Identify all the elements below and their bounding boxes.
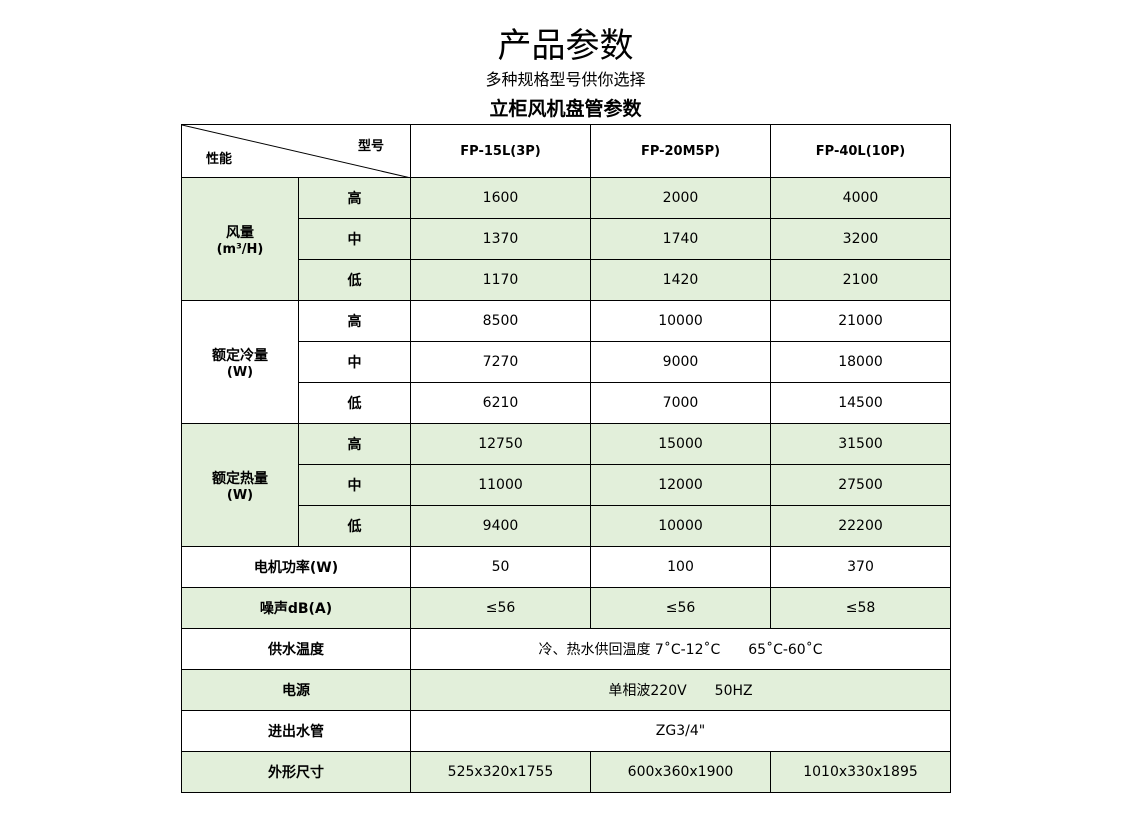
level-label: 中 bbox=[298, 341, 411, 383]
group-unit: (W) bbox=[226, 487, 254, 503]
noise-row: 噪声dB(A) ≤56 ≤56 ≤58 bbox=[181, 587, 951, 629]
table-cell: ≤56 bbox=[590, 587, 771, 629]
table-cell: 1600 bbox=[410, 177, 591, 219]
table-cell: 10000 bbox=[590, 505, 771, 547]
table-cell: 22200 bbox=[770, 505, 951, 547]
table-cell: 15000 bbox=[590, 423, 771, 465]
level-label: 中 bbox=[298, 464, 411, 506]
table-cell: 9000 bbox=[590, 341, 771, 383]
table-cell: 1420 bbox=[590, 259, 771, 301]
table-cell: 18000 bbox=[770, 341, 951, 383]
group-label: 风量 (m³/H) bbox=[181, 177, 299, 301]
table-cell: 10000 bbox=[590, 300, 771, 342]
row-label: 电机功率(W) bbox=[181, 546, 411, 588]
table-cell: ZG3/4" bbox=[410, 710, 951, 752]
group-name: 风量 bbox=[226, 224, 254, 241]
table-row: 低 6210 7000 14500 bbox=[182, 382, 951, 424]
model-header: FP-40L(10P) bbox=[770, 124, 951, 178]
row-label: 供水温度 bbox=[181, 628, 411, 670]
group-name: 额定热量 bbox=[212, 470, 268, 487]
group-label: 额定热量 (W) bbox=[181, 423, 299, 547]
model-header: FP-15L(3P) bbox=[410, 124, 591, 178]
table-cell: ≤58 bbox=[770, 587, 951, 629]
table-row: 额定冷量 (W) 高 8500 10000 21000 bbox=[181, 300, 951, 424]
table-row: 低 9400 10000 22200 bbox=[181, 505, 951, 547]
table-cell: 6210 bbox=[410, 382, 591, 424]
row-label: 电源 bbox=[181, 669, 411, 711]
table-cell: 31500 bbox=[770, 423, 951, 465]
level-label: 高 bbox=[298, 300, 411, 342]
diagonal-header-cell: 型号 性能 bbox=[181, 124, 411, 178]
table-row: 中 7270 9000 18000 bbox=[182, 341, 951, 383]
page-title: 产品参数 bbox=[497, 26, 634, 66]
level-label: 低 bbox=[298, 505, 411, 547]
table-row: 额定热量 (W) 高 12750 15000 31500 bbox=[181, 423, 951, 547]
table-cell: 11000 bbox=[410, 464, 591, 506]
table-cell: 3200 bbox=[770, 218, 951, 260]
table-cell: 7000 bbox=[590, 382, 771, 424]
table-cell: 1010x330x1895 bbox=[770, 751, 951, 793]
table-cell: 1170 bbox=[410, 259, 591, 301]
water-temp-row: 供水温度 冷、热水供回温度 7˚C-12˚C 65˚C-60˚C bbox=[181, 628, 951, 670]
table-title: 立柜风机盘管参数 bbox=[489, 98, 642, 120]
table-cell: 27500 bbox=[770, 464, 951, 506]
table-cell: 7270 bbox=[410, 341, 591, 383]
row-label: 进出水管 bbox=[181, 710, 411, 752]
table-cell: 1370 bbox=[410, 218, 591, 260]
header-row: 型号 性能 FP-15L(3P) FP-20M5P) FP-40L(10P) bbox=[181, 124, 951, 178]
table-cell: 21000 bbox=[770, 300, 951, 342]
model-header: FP-20M5P) bbox=[590, 124, 771, 178]
power-row: 电源 单相波220V 50HZ bbox=[181, 669, 951, 711]
table-cell: 8500 bbox=[410, 300, 591, 342]
pipe-row: 进出水管 ZG3/4" bbox=[181, 710, 951, 752]
performance-label: 性能 bbox=[206, 152, 233, 167]
table-cell: 100 bbox=[590, 546, 771, 588]
group-unit: (W) bbox=[226, 364, 254, 380]
table-cell: 50 bbox=[410, 546, 591, 588]
table-cell: 9400 bbox=[410, 505, 591, 547]
size-row: 外形尺寸 525x320x1755 600x360x1900 1010x330x… bbox=[181, 751, 951, 793]
table-cell: 12000 bbox=[590, 464, 771, 506]
spec-table: 型号 性能 FP-15L(3P) FP-20M5P) FP-40L(10P) 风… bbox=[181, 124, 951, 793]
level-label: 高 bbox=[298, 423, 411, 465]
table-row: 低 1170 1420 2100 bbox=[181, 259, 951, 301]
table-cell: 600x360x1900 bbox=[590, 751, 771, 793]
table-cell: 冷、热水供回温度 7˚C-12˚C 65˚C-60˚C bbox=[410, 628, 951, 670]
table-row: 中 11000 12000 27500 bbox=[181, 464, 951, 506]
model-label: 型号 bbox=[357, 139, 384, 154]
motor-row: 电机功率(W) 50 100 370 bbox=[181, 546, 951, 588]
table-cell: 370 bbox=[770, 546, 951, 588]
row-label: 噪声dB(A) bbox=[181, 587, 411, 629]
table-cell: 单相波220V 50HZ bbox=[410, 669, 951, 711]
page-subtitle: 多种规格型号供你选择 bbox=[485, 70, 646, 89]
group-name: 额定冷量 bbox=[212, 347, 268, 364]
table-cell: 2100 bbox=[770, 259, 951, 301]
level-label: 高 bbox=[298, 177, 411, 219]
table-cell: ≤56 bbox=[410, 587, 591, 629]
table-row: 风量 (m³/H) 高 1600 2000 4000 bbox=[181, 177, 951, 301]
table-cell: 2000 bbox=[590, 177, 771, 219]
level-label: 低 bbox=[298, 259, 411, 301]
group-label: 额定冷量 (W) bbox=[181, 300, 299, 424]
table-cell: 4000 bbox=[770, 177, 951, 219]
group-unit: (m³/H) bbox=[216, 241, 264, 257]
level-label: 中 bbox=[298, 218, 411, 260]
table-cell: 1740 bbox=[590, 218, 771, 260]
row-label: 外形尺寸 bbox=[181, 751, 411, 793]
level-label: 低 bbox=[298, 382, 411, 424]
table-cell: 12750 bbox=[410, 423, 591, 465]
table-cell: 525x320x1755 bbox=[410, 751, 591, 793]
table-cell: 14500 bbox=[770, 382, 951, 424]
